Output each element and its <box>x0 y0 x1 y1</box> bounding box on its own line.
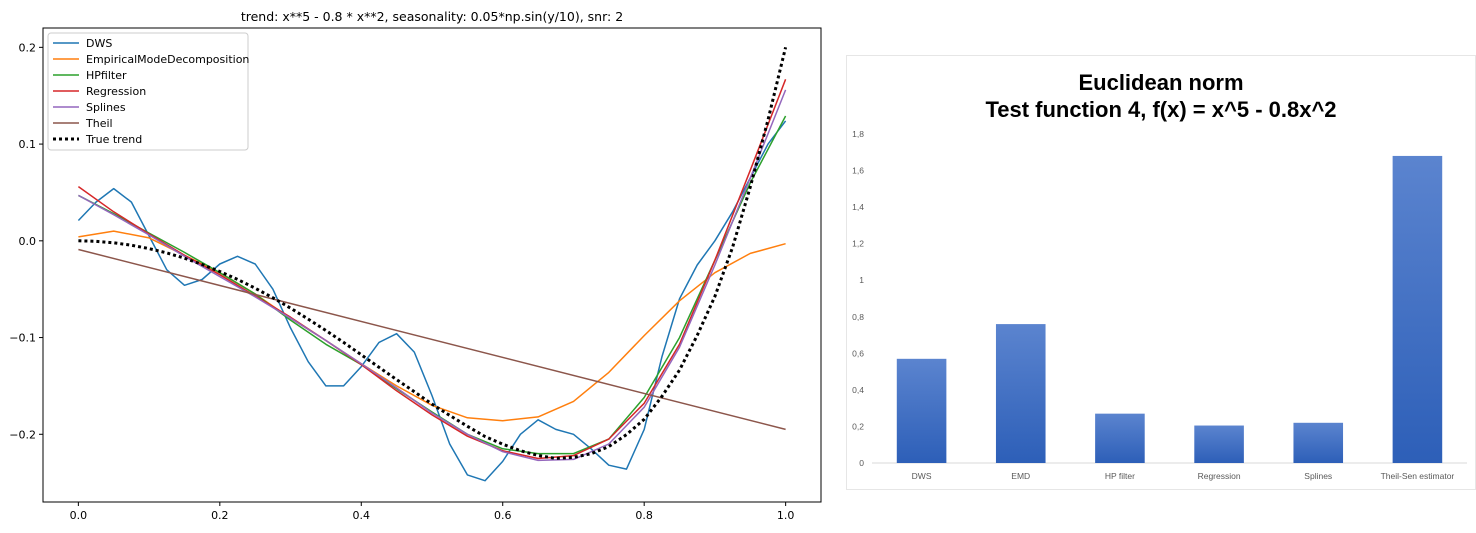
line-chart: trend: x**5 - 0.8 * x**2, seasonality: 0… <box>9 9 822 522</box>
bar-chart-panel: Euclidean norm Test function 4, f(x) = x… <box>846 55 1476 490</box>
series-line-true-trend <box>78 46 788 460</box>
bar <box>896 358 947 463</box>
y-tick-label: 0.2 <box>19 41 37 54</box>
bar-category-label: Splines <box>1304 471 1332 481</box>
legend-label: HPfilter <box>86 69 127 82</box>
bar-category-label: HP filter <box>1105 471 1135 481</box>
bar-category-label: DWS <box>912 471 932 481</box>
y-tick-label: 0.0 <box>19 235 37 248</box>
bar <box>995 324 1046 463</box>
x-tick-label: 0.2 <box>211 509 229 522</box>
bar-y-tick-label: 0,6 <box>852 348 864 358</box>
bar-y-tick-label: 1 <box>859 275 864 285</box>
bar <box>1392 155 1443 463</box>
y-tick-label: −0.2 <box>9 428 36 441</box>
bar-category-label: Theil-Sen estimator <box>1381 471 1455 481</box>
series-line-dws <box>77 120 787 482</box>
legend-box <box>47 32 249 151</box>
bar-y-tick-label: 1,6 <box>852 166 864 176</box>
series-line-hpfilter <box>78 115 787 455</box>
bar-y-tick-label: 0,8 <box>852 312 864 322</box>
bar-chart: Euclidean norm Test function 4, f(x) = x… <box>852 70 1467 481</box>
bar-chart-subtitle: Test function 4, f(x) = x^5 - 0.8x^2 <box>985 97 1336 122</box>
bar <box>1194 425 1244 463</box>
bar-y-tick-label: 1,2 <box>852 239 864 249</box>
legend-label: Theil <box>85 117 113 130</box>
bar-category-label: EMD <box>1011 471 1030 481</box>
bar-y-tick-label: 1,4 <box>852 202 864 212</box>
bar-y-tick-label: 1,8 <box>852 129 864 139</box>
x-tick-label: 0.4 <box>353 509 371 522</box>
legend-label: Regression <box>86 85 146 98</box>
line-chart-title: trend: x**5 - 0.8 * x**2, seasonality: 0… <box>241 9 623 24</box>
x-tick-label: 0.6 <box>494 509 512 522</box>
bar <box>1095 413 1145 463</box>
series-line-theil <box>78 248 786 431</box>
y-tick-label: −0.1 <box>9 332 36 345</box>
bar-y-tick-label: 0,4 <box>852 385 864 395</box>
legend-label: Splines <box>86 101 126 114</box>
legend-label: DWS <box>86 37 112 50</box>
bar-series <box>896 155 1443 463</box>
series-group <box>77 46 788 482</box>
legend-label: EmpiricalModeDecomposition <box>86 53 249 66</box>
legend: DWS EmpiricalModeDecomposition HPfilter Reg… <box>47 32 249 151</box>
bar-category-labels: DWS EMD HP filter Regression Splines Theil-Se… <box>912 471 1455 481</box>
x-tick-label: 0.8 <box>635 509 653 522</box>
bar-y-tick-label: 0,2 <box>852 421 864 431</box>
x-tick-label: 1.0 <box>777 509 795 522</box>
bar <box>1293 422 1344 463</box>
axis-ticks: 0.0 0.2 0.4 0.6 0.8 1.0 0.2 0.1 0.0 −0.1 −0.2 <box>9 41 794 522</box>
y-tick-label: 0.1 <box>19 138 37 151</box>
bar-y-tick-label: 0 <box>859 458 864 468</box>
bar-axis-ticks: 0 0,2 0,4 0,6 0,8 1 1,2 1,4 1,6 1,8 <box>852 129 864 468</box>
bar-chart-title: Euclidean norm <box>1078 70 1243 95</box>
x-tick-label: 0.0 <box>70 509 88 522</box>
line-chart-panel: trend: x**5 - 0.8 * x**2, seasonality: 0… <box>9 9 822 522</box>
bar-category-label: Regression <box>1198 471 1241 481</box>
legend-label: True trend <box>85 133 142 146</box>
